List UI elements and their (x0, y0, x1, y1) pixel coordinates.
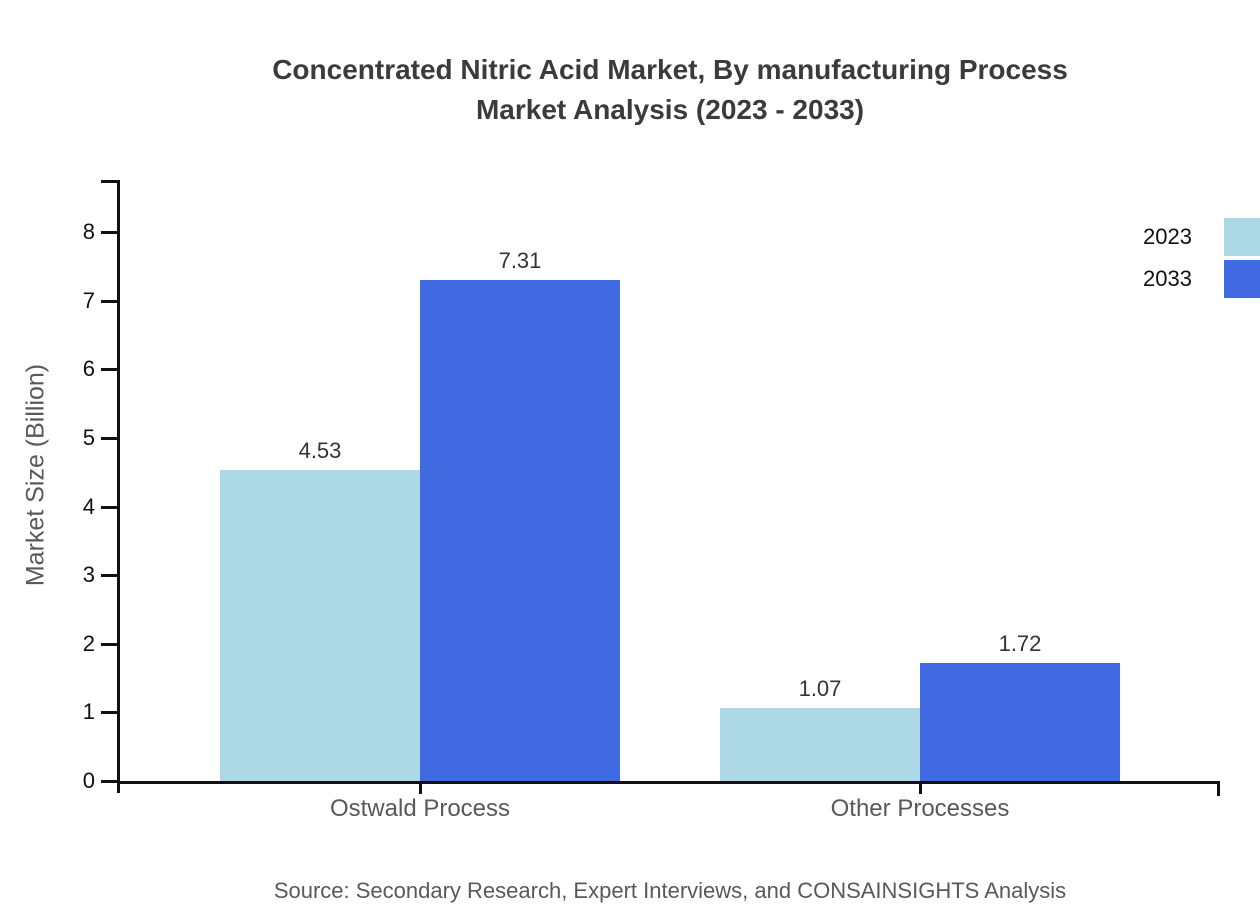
y-tick-mark (101, 368, 117, 372)
y-tick-mark (101, 642, 117, 646)
x-tick-mark (419, 781, 422, 794)
y-tick-label: 5 (82, 425, 95, 450)
bar-value-label: 7.31 (498, 247, 542, 273)
y-tick-label: 2 (82, 630, 95, 656)
x-category-label: Ostwald Process (329, 795, 511, 822)
legend-swatch (1224, 218, 1260, 256)
y-tick-mark (101, 231, 117, 235)
legend-label: 2033 (1143, 266, 1192, 291)
legend-swatch (1224, 260, 1260, 298)
y-axis-top-cap (101, 180, 120, 183)
y-tick-mark (101, 437, 117, 440)
x-tick-mark (919, 781, 922, 794)
source-note: Source: Secondary Research, Expert Inter… (273, 878, 1067, 903)
bar-2033-0 (420, 279, 620, 781)
bar-value-label: 1.07 (798, 675, 842, 701)
y-tick-mark (101, 574, 117, 578)
y-tick-label: 3 (82, 562, 95, 588)
x-axis-end-cap (1217, 781, 1220, 796)
legend-item-2023: 2023 (1140, 218, 1260, 256)
y-tick-mark (101, 780, 117, 783)
y-tick-label: 4 (82, 493, 95, 519)
chart-title-line1: Concentrated Nitric Acid Market, By manu… (272, 54, 1068, 85)
chart-title: Concentrated Nitric Acid Market, By manu… (80, 50, 1260, 130)
legend-label: 2023 (1143, 224, 1192, 249)
legend: 2023 2033 (1140, 218, 1260, 302)
legend-item-2033: 2033 (1140, 260, 1260, 298)
y-tick-label: 6 (82, 356, 95, 382)
bar-value-label: 4.53 (298, 438, 342, 464)
y-axis-line (117, 180, 120, 793)
bar-value-label: 1.72 (998, 631, 1042, 656)
y-tick-label: 8 (82, 219, 95, 245)
y-tick-label: 0 (82, 768, 95, 793)
x-category-label: Other Processes (830, 795, 1010, 822)
y-tick-mark (101, 299, 117, 303)
y-tick-mark (101, 711, 117, 715)
y-tick-mark (101, 505, 117, 509)
bar-2023-1 (720, 707, 920, 781)
bar-2023-0 (220, 470, 420, 781)
chart-title-line2: Market Analysis (2023 - 2033) (475, 94, 865, 125)
x-axis-line (117, 781, 1220, 784)
bar-2033-1 (920, 663, 1120, 781)
y-tick-label: 1 (82, 699, 95, 725)
y-tick-label: 7 (82, 287, 95, 313)
